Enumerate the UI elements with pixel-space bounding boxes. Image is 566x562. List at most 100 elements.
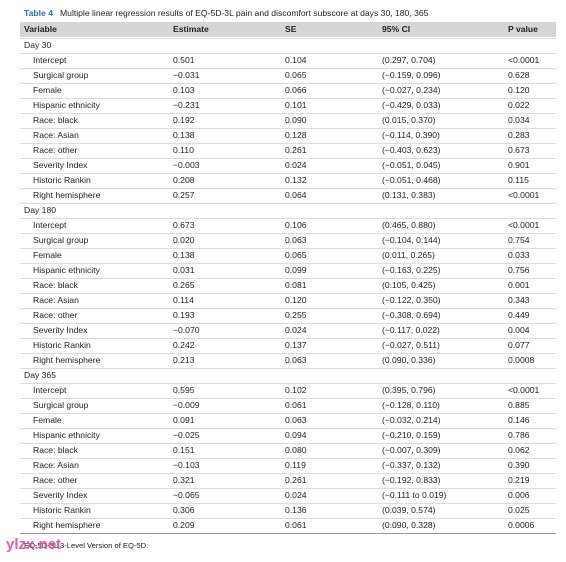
cell: 0.449: [508, 310, 530, 320]
section-label: Day 30: [24, 40, 52, 50]
cell: (−0.337, 0.132): [382, 460, 441, 470]
variable: Hispanic ethnicity: [33, 100, 100, 110]
cell: (−0.027, 0.234): [382, 85, 441, 95]
variable: Severity Index: [33, 160, 88, 170]
variable: Race: other: [33, 475, 78, 485]
cell: 0.024: [285, 490, 307, 500]
row-line: [20, 293, 556, 294]
column-header: SE: [285, 24, 297, 34]
cell: 0.283: [508, 130, 530, 140]
row-line: [20, 203, 556, 204]
cell: 0.081: [285, 280, 307, 290]
cell: 0.102: [285, 385, 307, 395]
cell: 0.595: [173, 385, 195, 395]
cell: −0.231: [173, 100, 200, 110]
variable: Historic Rankin: [33, 175, 91, 185]
cell: 0.261: [285, 475, 307, 485]
cell: 0.754: [508, 235, 530, 245]
cell: 0.0008: [508, 355, 535, 365]
table-title: Multiple linear regression results of EQ…: [60, 8, 429, 18]
cell: 0.901: [508, 160, 530, 170]
cell: 0.065: [285, 70, 307, 80]
row-line: [20, 338, 556, 339]
row-line: [20, 458, 556, 459]
cell: (−0.114, 0.390): [382, 130, 440, 140]
row-line: [20, 98, 556, 99]
cell: 0.628: [508, 70, 530, 80]
cell: 0.137: [285, 340, 307, 350]
cell: 0.006: [508, 490, 530, 500]
cell: 0.255: [285, 310, 307, 320]
cell: 0.106: [285, 220, 307, 230]
cell: 0.004: [508, 325, 530, 335]
cell: 0.192: [173, 115, 195, 125]
row-line: [20, 113, 556, 114]
cell: (−0.159, 0.096): [382, 70, 441, 80]
variable: Race: Asian: [33, 460, 79, 470]
variable: Severity Index: [33, 325, 88, 335]
cell: 0.120: [285, 295, 307, 305]
variable: Female: [33, 415, 62, 425]
cell: −0.003: [173, 160, 200, 170]
cell: 0.077: [508, 340, 530, 350]
cell: −0.031: [173, 70, 200, 80]
footnote: EQ-5D-3L 3-Level Version of EQ-5D.: [24, 541, 149, 550]
variable: Surgical group: [33, 400, 89, 410]
cell: 0.031: [173, 265, 195, 275]
cell: 0.094: [285, 430, 307, 440]
cell: 0.219: [508, 475, 530, 485]
cell: −0.025: [173, 430, 200, 440]
row-line: [20, 83, 556, 84]
cell: (−0.032, 0.214): [382, 415, 441, 425]
header-bg: [20, 22, 556, 37]
cell: (−0.104, 0.144): [382, 235, 441, 245]
cell: 0.208: [173, 175, 195, 185]
column-header: Estimate: [173, 24, 209, 34]
cell: −0.103: [173, 460, 200, 470]
variable: Race: Asian: [33, 295, 79, 305]
variable: Hispanic ethnicity: [33, 430, 100, 440]
row-line: [20, 443, 556, 444]
cell: 0.115: [508, 175, 529, 185]
column-header: P value: [508, 24, 538, 34]
variable: Historic Rankin: [33, 505, 91, 515]
cell: 0.673: [173, 220, 195, 230]
cell: −0.065: [173, 490, 200, 500]
cell: 0.0006: [508, 520, 535, 530]
cell: 0.265: [173, 280, 195, 290]
cell: 0.209: [173, 520, 195, 530]
cell: 0.104: [285, 55, 307, 65]
row-line: [20, 128, 556, 129]
cell: (0.105, 0.425): [382, 280, 436, 290]
row-line: [20, 233, 556, 234]
cell: 0.034: [508, 115, 530, 125]
cell: 0.061: [285, 520, 307, 530]
cell: <0.0001: [508, 220, 540, 230]
cell: 0.065: [285, 250, 307, 260]
row-line: [20, 248, 556, 249]
cell: (−0.403, 0.623): [382, 145, 441, 155]
variable: Race: other: [33, 310, 78, 320]
row-line: [20, 533, 556, 534]
cell: (−0.051, 0.468): [382, 175, 441, 185]
cell: 0.343: [508, 295, 530, 305]
row-line: [20, 278, 556, 279]
variable: Right hemisphere: [33, 520, 101, 530]
variable: Race: black: [33, 115, 78, 125]
cell: 0.501: [173, 55, 195, 65]
cell: 0.120: [508, 85, 530, 95]
row-line: [20, 173, 556, 174]
row-line: [20, 38, 556, 39]
cell: 0.786: [508, 430, 530, 440]
cell: (−0.192, 0.833): [382, 475, 441, 485]
row-line: [20, 263, 556, 264]
row-line: [20, 323, 556, 324]
column-header: Variable: [24, 24, 57, 34]
row-line: [20, 473, 556, 474]
variable: Female: [33, 85, 62, 95]
cell: (−0.111 to 0.019): [382, 490, 447, 500]
row-line: [20, 503, 556, 504]
row-line: [20, 428, 556, 429]
cell: (0.395, 0.796): [382, 385, 436, 395]
cell: (−0.117, 0.022): [382, 325, 440, 335]
